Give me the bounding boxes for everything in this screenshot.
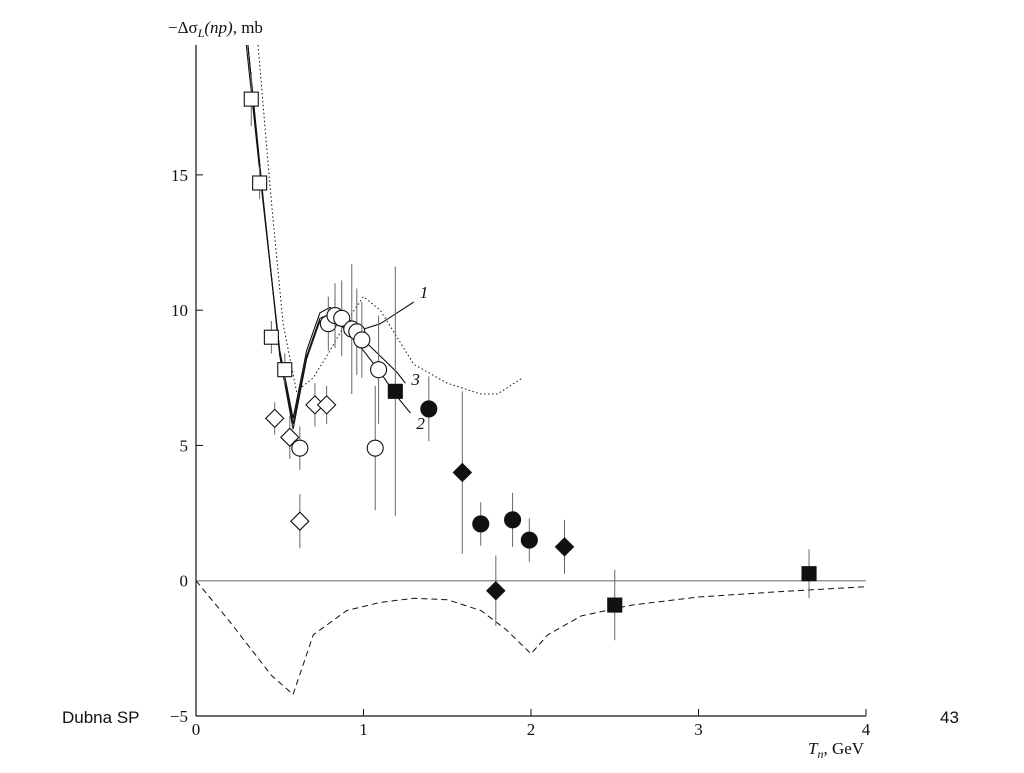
x-tick-label: 3 bbox=[694, 720, 703, 739]
curve bbox=[195, 580, 867, 696]
y-tick-label: −5 bbox=[170, 707, 188, 726]
x-title-sub: n bbox=[817, 747, 823, 761]
point bbox=[290, 511, 310, 531]
point bbox=[486, 580, 506, 601]
point bbox=[277, 362, 293, 378]
y-tick-label: 0 bbox=[180, 572, 189, 591]
point bbox=[353, 331, 371, 349]
point bbox=[366, 439, 384, 457]
x-title-part: , GeV bbox=[823, 739, 864, 758]
point bbox=[252, 175, 268, 191]
y-tick-label: 15 bbox=[171, 166, 188, 185]
point bbox=[370, 361, 388, 379]
point bbox=[520, 531, 538, 549]
x-title-part: T bbox=[808, 739, 819, 758]
point bbox=[333, 309, 351, 327]
point bbox=[801, 566, 817, 582]
y-title-part: (np) bbox=[204, 18, 233, 37]
point bbox=[472, 515, 490, 533]
curve-label: 3 bbox=[410, 370, 420, 389]
point bbox=[387, 383, 403, 399]
point bbox=[452, 462, 473, 483]
point bbox=[243, 91, 259, 107]
point bbox=[263, 329, 279, 345]
x-axis-title: Tn, GeV bbox=[808, 739, 865, 761]
point bbox=[420, 400, 438, 418]
x-tick-label: 4 bbox=[862, 720, 871, 739]
x-tick-label: 1 bbox=[359, 720, 368, 739]
point bbox=[291, 439, 309, 457]
x-tick-label: 2 bbox=[527, 720, 536, 739]
curve-label: 2 bbox=[416, 414, 425, 433]
y-tick-label: 10 bbox=[171, 301, 188, 320]
y-title-part: , mb bbox=[233, 18, 263, 37]
point bbox=[504, 511, 522, 529]
footer-left: Dubna SP bbox=[62, 708, 140, 727]
point bbox=[280, 427, 300, 448]
point bbox=[316, 395, 337, 415]
y-title-part: −Δσ bbox=[168, 18, 198, 37]
curve bbox=[257, 44, 523, 395]
y-axis-title: −ΔσL(np), mb bbox=[168, 18, 263, 40]
point bbox=[554, 537, 575, 557]
curve-label: 1 bbox=[420, 283, 429, 302]
page-number: 43 bbox=[940, 708, 959, 727]
point bbox=[607, 597, 623, 613]
x-tick-label: 0 bbox=[192, 720, 201, 739]
y-tick-label: 5 bbox=[180, 436, 189, 455]
curve bbox=[245, 44, 415, 419]
y-title-sub: L bbox=[197, 26, 205, 40]
point bbox=[264, 408, 285, 429]
